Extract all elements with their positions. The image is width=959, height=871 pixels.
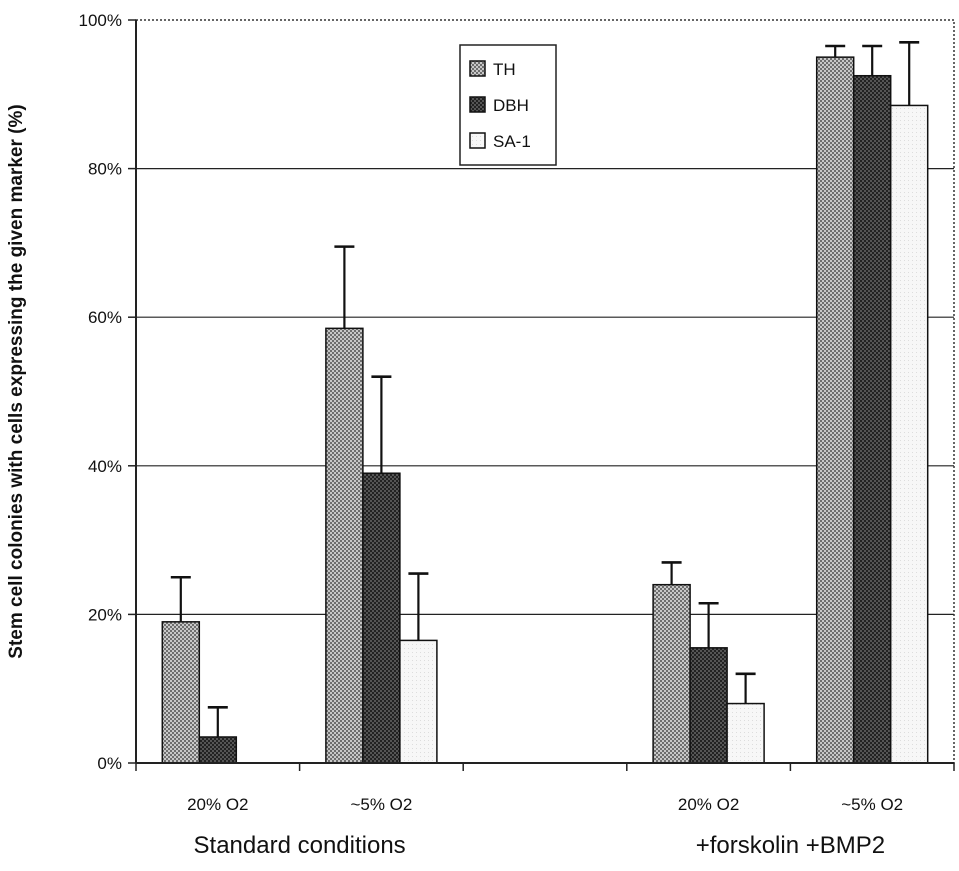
group-label: Standard conditions — [194, 832, 406, 859]
x-tick-label: ~5% O2 — [841, 795, 903, 814]
bar-sa-1-1 — [399, 639, 438, 764]
bars — [161, 56, 929, 764]
y-axis: 0% 20% 40% 60% 80% 100% — [79, 11, 137, 773]
bar-dbh-2 — [689, 647, 728, 764]
x-tick-label: 20% O2 — [187, 795, 248, 814]
bar-dbh-3 — [852, 74, 892, 764]
group-label: +forskolin +BMP2 — [696, 832, 885, 859]
legend-swatch-dbh — [469, 96, 486, 113]
bar-th-3 — [815, 56, 855, 764]
error-bars — [170, 40, 920, 737]
y-tick-label: 60% — [88, 308, 122, 327]
bar-dbh-1 — [362, 472, 401, 764]
x-tick-label: ~5% O2 — [350, 795, 412, 814]
y-tick-label: 0% — [97, 754, 122, 773]
bar-th-2 — [652, 583, 691, 764]
bar-dbh-0 — [198, 736, 238, 764]
bar-sa-1-2 — [726, 702, 765, 764]
legend-label: SA-1 — [493, 132, 531, 151]
y-tick-label: 80% — [88, 160, 122, 179]
y-tick-label: 40% — [88, 457, 122, 476]
legend: TH DBH SA-1 — [459, 44, 557, 166]
legend-label: DBH — [493, 96, 529, 115]
legend-label: TH — [493, 60, 516, 79]
legend-swatch-th — [469, 60, 486, 77]
legend-swatch-sa-1 — [469, 132, 486, 149]
x-axis: 20% O2 ~5% O2 20% O2 ~5% O2 Standard conditi… — [135, 762, 955, 859]
y-axis-label: Stem cell colonies with cells expressing… — [6, 104, 27, 658]
bar-sa-1-3 — [889, 104, 929, 764]
bar-th-1 — [325, 327, 364, 764]
bar-th-0 — [161, 621, 201, 764]
y-tick-label: 100% — [79, 11, 122, 30]
y-tick-label: 20% — [88, 605, 122, 624]
x-tick-label: 20% O2 — [678, 795, 739, 814]
